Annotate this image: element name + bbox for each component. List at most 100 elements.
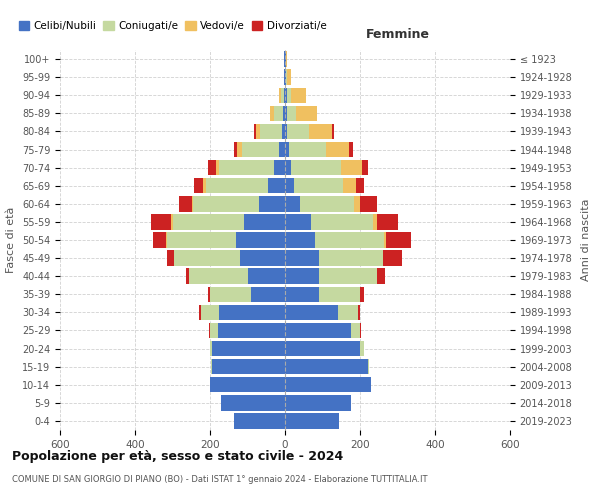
Bar [209,323,210,338]
Bar [377,268,385,284]
Bar [356,178,364,194]
Bar [270,106,274,121]
Bar [285,414,340,428]
Bar [274,160,285,176]
Bar [210,341,212,356]
Bar [166,232,167,248]
Bar [210,286,251,302]
Bar [360,341,364,356]
Text: COMUNE DI SAN GIORGIO DI PIANO (BO) - Dati ISTAT 1° gennaio 2024 - Elaborazione : COMUNE DI SAN GIORGIO DI PIANO (BO) - Da… [12,475,427,484]
Bar [167,232,236,248]
Bar [256,124,260,139]
Bar [208,160,215,176]
Bar [289,142,326,157]
Bar [285,341,360,356]
Bar [360,323,361,338]
Bar [282,124,285,139]
Bar [210,323,218,338]
Bar [287,88,290,103]
Bar [360,286,364,302]
Bar [240,250,285,266]
Bar [211,359,212,374]
Bar [377,214,398,230]
Bar [287,106,296,121]
Bar [285,232,315,248]
Bar [300,196,355,212]
Bar [349,142,353,157]
Bar [206,178,268,194]
Bar [284,70,285,85]
Bar [203,178,206,194]
Bar [285,304,337,320]
Bar [341,160,362,176]
Bar [208,286,210,302]
Y-axis label: Fasce di età: Fasce di età [7,207,16,273]
Bar [179,196,191,212]
Bar [350,323,360,338]
Bar [385,232,386,248]
Bar [332,124,334,139]
Bar [200,304,220,320]
Bar [285,88,287,103]
Legend: Celibi/Nubili, Coniugati/e, Vedovi/e, Divorziati/e: Celibi/Nubili, Coniugati/e, Vedovi/e, Di… [14,17,331,36]
Bar [233,142,238,157]
Bar [358,304,360,320]
Bar [337,304,358,320]
Bar [268,178,285,194]
Bar [175,250,240,266]
Bar [153,232,166,248]
Bar [212,359,285,374]
Bar [285,52,286,66]
Bar [285,268,319,284]
Bar [295,178,343,194]
Bar [326,142,349,157]
Bar [286,70,287,85]
Bar [362,160,367,176]
Bar [194,178,203,194]
Bar [283,106,285,121]
Bar [285,142,289,157]
Bar [383,250,402,266]
Bar [286,52,287,66]
Bar [287,124,310,139]
Bar [367,359,370,374]
Bar [296,106,317,121]
Bar [284,52,285,66]
Bar [281,88,284,103]
Bar [285,70,286,85]
Bar [290,160,341,176]
Bar [285,395,350,410]
Bar [172,214,173,230]
Bar [287,70,290,85]
Bar [185,268,190,284]
Bar [285,359,367,374]
Bar [284,88,285,103]
Bar [285,160,290,176]
Bar [236,232,285,248]
Bar [290,88,305,103]
Bar [285,214,311,230]
Bar [310,124,332,139]
Bar [210,377,285,392]
Bar [221,395,285,410]
Bar [212,341,285,356]
Bar [220,304,285,320]
Bar [386,232,410,248]
Bar [173,214,244,230]
Bar [260,124,282,139]
Bar [199,304,200,320]
Bar [244,214,285,230]
Bar [151,214,172,230]
Bar [191,196,193,212]
Bar [360,196,377,212]
Text: Femmine: Femmine [365,28,430,40]
Bar [259,196,285,212]
Bar [193,196,259,212]
Bar [285,178,295,194]
Bar [238,142,242,157]
Bar [218,323,285,338]
Bar [373,214,377,230]
Bar [285,124,287,139]
Bar [280,142,285,157]
Bar [254,124,256,139]
